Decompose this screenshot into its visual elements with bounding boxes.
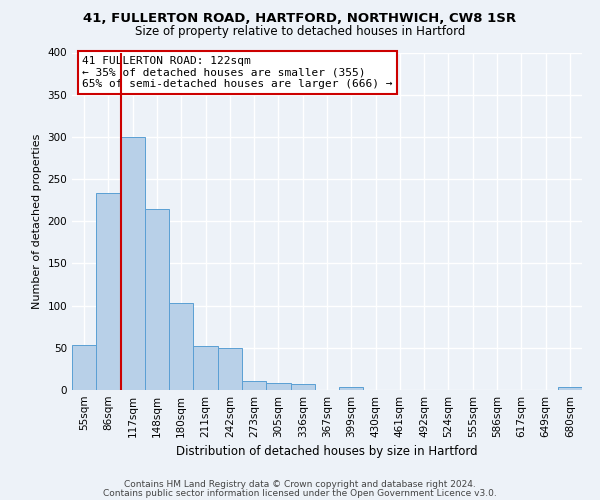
Bar (339, 386, 364, 390)
Bar (242, 380, 266, 390)
Bar (145, 208, 169, 390)
Bar (169, 303, 193, 390)
Bar (218, 348, 242, 390)
Text: Size of property relative to detached houses in Hartford: Size of property relative to detached ho… (135, 25, 465, 38)
Bar (193, 346, 218, 390)
Text: 41, FULLERTON ROAD, HARTFORD, NORTHWICH, CW8 1SR: 41, FULLERTON ROAD, HARTFORD, NORTHWICH,… (83, 12, 517, 26)
Text: 41 FULLERTON ROAD: 122sqm
← 35% of detached houses are smaller (355)
65% of semi: 41 FULLERTON ROAD: 122sqm ← 35% of detac… (82, 56, 392, 89)
Bar (290, 384, 315, 390)
Bar (72, 346, 96, 390)
Y-axis label: Number of detached properties: Number of detached properties (32, 134, 42, 309)
Text: Contains public sector information licensed under the Open Government Licence v3: Contains public sector information licen… (103, 488, 497, 498)
Bar (121, 137, 145, 390)
Text: Contains HM Land Registry data © Crown copyright and database right 2024.: Contains HM Land Registry data © Crown c… (124, 480, 476, 489)
Bar (266, 383, 290, 390)
Bar (558, 388, 582, 390)
X-axis label: Distribution of detached houses by size in Hartford: Distribution of detached houses by size … (176, 446, 478, 458)
Bar (96, 194, 121, 390)
